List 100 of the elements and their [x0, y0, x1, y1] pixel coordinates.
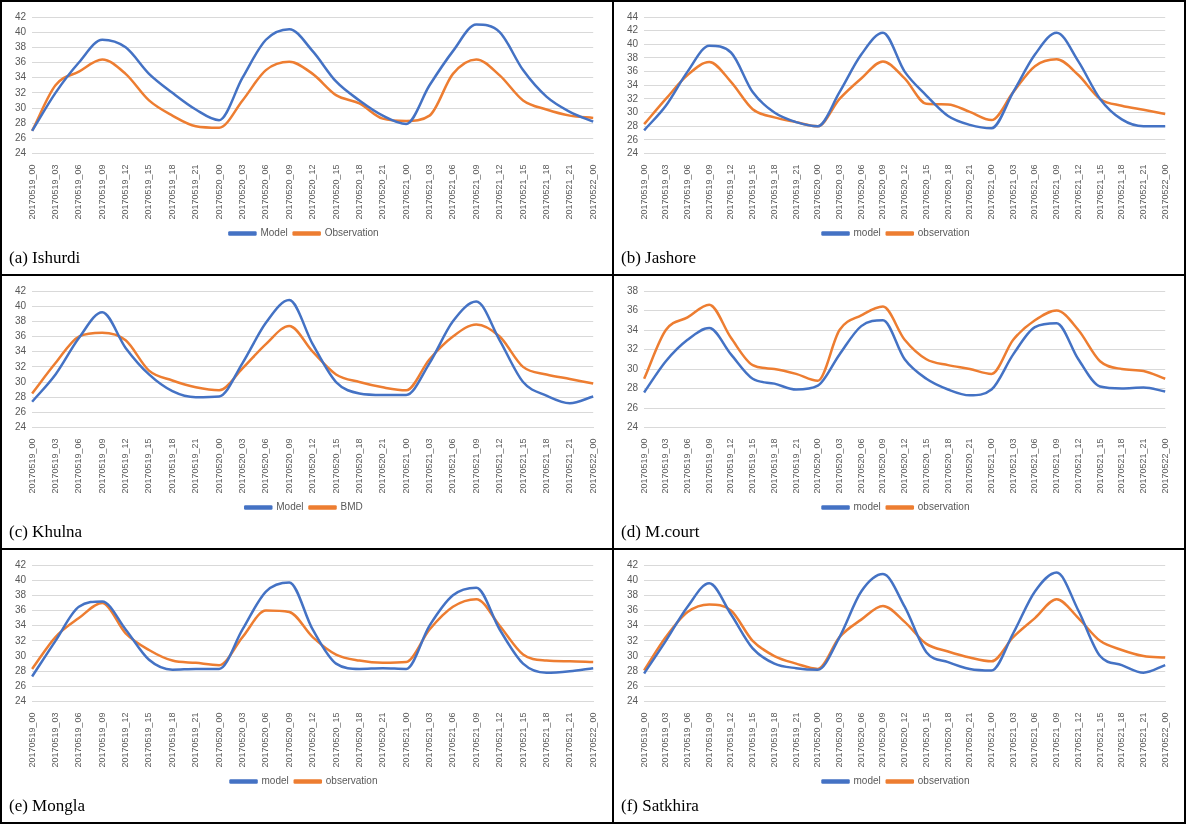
x-tick-label: 20170520_03 — [237, 164, 248, 220]
y-tick-label: 24 — [15, 147, 27, 159]
x-tick-label: 20170519_15 — [747, 712, 758, 768]
text: (d) M.court — [621, 522, 700, 542]
x-tick-label: 20170520_12 — [899, 712, 910, 768]
x-tick-label: 20170521_15 — [1094, 712, 1105, 768]
x-tick-label: 20170520_09 — [283, 438, 294, 494]
x-tick-label: 20170521_18 — [1116, 438, 1127, 494]
x-tick-label: 20170521_12 — [1072, 438, 1083, 494]
x-tick-label: 20170521_09 — [470, 438, 481, 494]
y-tick-label: 36 — [15, 330, 27, 342]
y-tick-label: 38 — [627, 589, 639, 601]
x-tick-label: 20170521_21 — [564, 712, 575, 768]
x-tick-label: 20170522_00 — [587, 164, 598, 220]
x-tick-label: 20170519_12 — [120, 438, 131, 494]
x-tick-label: 20170521_15 — [517, 438, 528, 494]
x-tick-label: 20170521_00 — [985, 712, 996, 768]
x-tick-label: 20170521_12 — [494, 438, 505, 494]
y-tick-label: 40 — [627, 573, 639, 585]
y-tick-label: 30 — [627, 362, 639, 374]
x-tick-label: 20170519_06 — [682, 164, 693, 220]
legend-label: observation — [917, 775, 970, 787]
x-tick-label: 20170519_18 — [166, 438, 177, 494]
y-tick-label: 36 — [15, 604, 27, 616]
x-tick-label: 20170521_03 — [1007, 438, 1018, 494]
legend-label: observation — [325, 775, 378, 787]
line-series — [30, 597, 595, 671]
y-tick-label: 24 — [627, 695, 639, 707]
x-tick-label: 20170520_18 — [353, 164, 364, 220]
x-tick-label: 20170520_18 — [942, 164, 953, 220]
x-tick-label: 20170521_06 — [1029, 438, 1040, 494]
y-tick-label: 26 — [627, 401, 639, 413]
y-tick-label: 24 — [15, 695, 27, 707]
y-tick-label: 32 — [627, 92, 639, 104]
x-tick-label: 20170520_21 — [377, 438, 388, 494]
y-tick-label: 28 — [15, 116, 27, 128]
x-tick-label: 20170521_21 — [1137, 712, 1148, 768]
x-tick-label: 20170519_03 — [660, 164, 671, 220]
x-tick-label: 20170521_15 — [1094, 164, 1105, 220]
x-tick-label: 20170520_03 — [834, 438, 845, 494]
x-tick-label: 20170519_03 — [660, 438, 671, 494]
legend-label: model — [853, 775, 881, 787]
x-tick-label: 20170521_21 — [1137, 164, 1148, 220]
line-series — [642, 319, 1167, 397]
x-tick-label: 20170521_09 — [1051, 164, 1062, 220]
y-tick-label: 38 — [15, 315, 27, 327]
x-tick-label: 20170520_06 — [855, 438, 866, 494]
y-tick-label: 42 — [15, 10, 27, 22]
x-tick-label: 20170520_06 — [855, 712, 866, 768]
x-tick-label: 20170520_09 — [877, 438, 888, 494]
x-tick-label: 20170519_09 — [703, 712, 714, 768]
x-tick-label: 20170520_00 — [812, 164, 823, 220]
y-tick-label: 38 — [627, 284, 639, 296]
x-tick-label: 20170520_21 — [377, 712, 388, 768]
x-tick-label: 20170519_21 — [190, 712, 201, 768]
x-tick-label: 20170519_00 — [638, 712, 649, 768]
x-tick-label: 20170521_03 — [1007, 712, 1018, 768]
x-tick-label: 20170519_18 — [166, 164, 177, 220]
x-tick-label: 20170519_12 — [120, 712, 131, 768]
y-tick-label: 32 — [627, 634, 639, 646]
x-tick-label: 20170522_00 — [1159, 438, 1170, 494]
x-tick-label: 20170521_03 — [1007, 164, 1018, 220]
x-tick-label: 20170521_00 — [400, 164, 411, 220]
line-series — [642, 571, 1167, 675]
x-tick-label: 20170520_18 — [353, 438, 364, 494]
y-tick-label: 28 — [627, 664, 639, 676]
x-tick-label: 20170521_06 — [447, 712, 458, 768]
x-tick-label: 20170521_03 — [424, 712, 435, 768]
x-tick-label: 20170520_06 — [855, 164, 866, 220]
x-tick-label: 20170519_06 — [73, 164, 84, 220]
line-series — [642, 31, 1167, 132]
x-tick-label: 20170521_06 — [1029, 712, 1040, 768]
line-series — [30, 23, 595, 133]
y-tick-label: 30 — [627, 106, 639, 118]
line-series — [30, 298, 595, 405]
x-tick-label: 20170519_15 — [143, 712, 154, 768]
x-tick-label: 20170521_09 — [1051, 712, 1062, 768]
x-tick-label: 20170519_00 — [638, 164, 649, 220]
text: (b) Jashore — [621, 248, 697, 268]
y-tick-label: 26 — [627, 680, 639, 692]
line-series — [30, 581, 595, 678]
y-tick-label: 36 — [627, 304, 639, 316]
y-tick-label: 42 — [627, 24, 639, 36]
y-tick-label: 40 — [15, 299, 27, 311]
x-tick-label: 20170519_09 — [96, 164, 107, 220]
y-tick-label: 32 — [15, 360, 27, 372]
x-tick-label: 20170519_00 — [26, 164, 37, 220]
y-tick-label: 28 — [627, 119, 639, 131]
x-tick-label: 20170520_09 — [877, 712, 888, 768]
y-tick-label: 34 — [15, 345, 27, 357]
x-tick-label: 20170520_00 — [213, 438, 224, 494]
x-tick-label: 20170520_09 — [283, 712, 294, 768]
x-tick-label: 20170522_00 — [1159, 712, 1170, 768]
x-tick-label: 20170519_03 — [49, 712, 60, 768]
x-tick-label: 20170522_00 — [587, 712, 598, 768]
x-tick-label: 20170520_15 — [330, 438, 341, 494]
x-tick-label: 20170519_03 — [660, 712, 671, 768]
y-tick-label: 36 — [15, 56, 27, 68]
text: (e) Mongla — [9, 796, 86, 816]
legend-label: observation — [917, 227, 970, 239]
